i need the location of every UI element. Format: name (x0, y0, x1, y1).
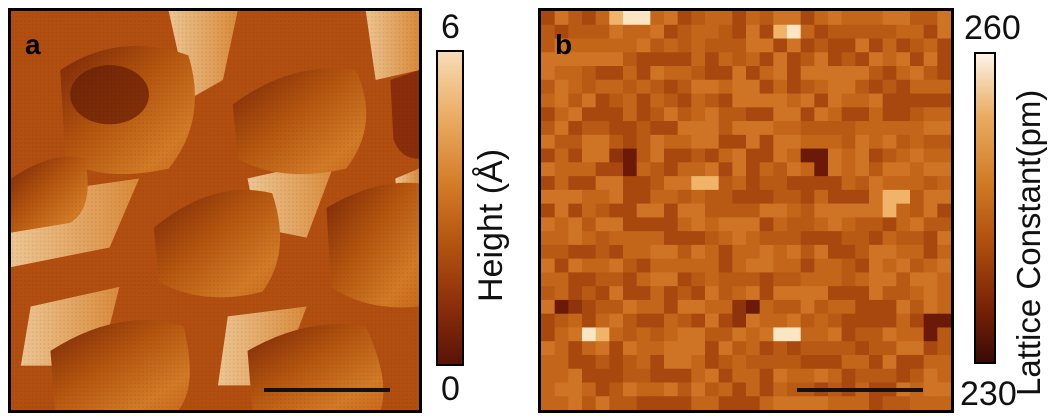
height-colorbar-min: 0 (441, 370, 460, 408)
lattice-constant-map-image: b (538, 8, 954, 413)
lattice-colorbar-min: 230 (960, 375, 1017, 413)
scale-bar (797, 388, 923, 392)
height-colorbar-max: 6 (441, 8, 460, 46)
height-colorbar-label: Height (Å) (472, 148, 510, 302)
height-colorbar (436, 50, 464, 366)
height-map-image: a (8, 8, 422, 413)
panel-label-b: b (555, 29, 573, 60)
height-map-graphic (11, 11, 419, 410)
lattice-colorbar-label: Lattice Constant(pm) (1010, 89, 1047, 396)
lattice-colorbar-max: 260 (964, 9, 1021, 47)
lattice-constant-map-graphic (541, 11, 951, 410)
panel-label-a: a (25, 29, 41, 60)
lattice-colorbar (974, 52, 996, 364)
scale-bar (264, 388, 390, 392)
